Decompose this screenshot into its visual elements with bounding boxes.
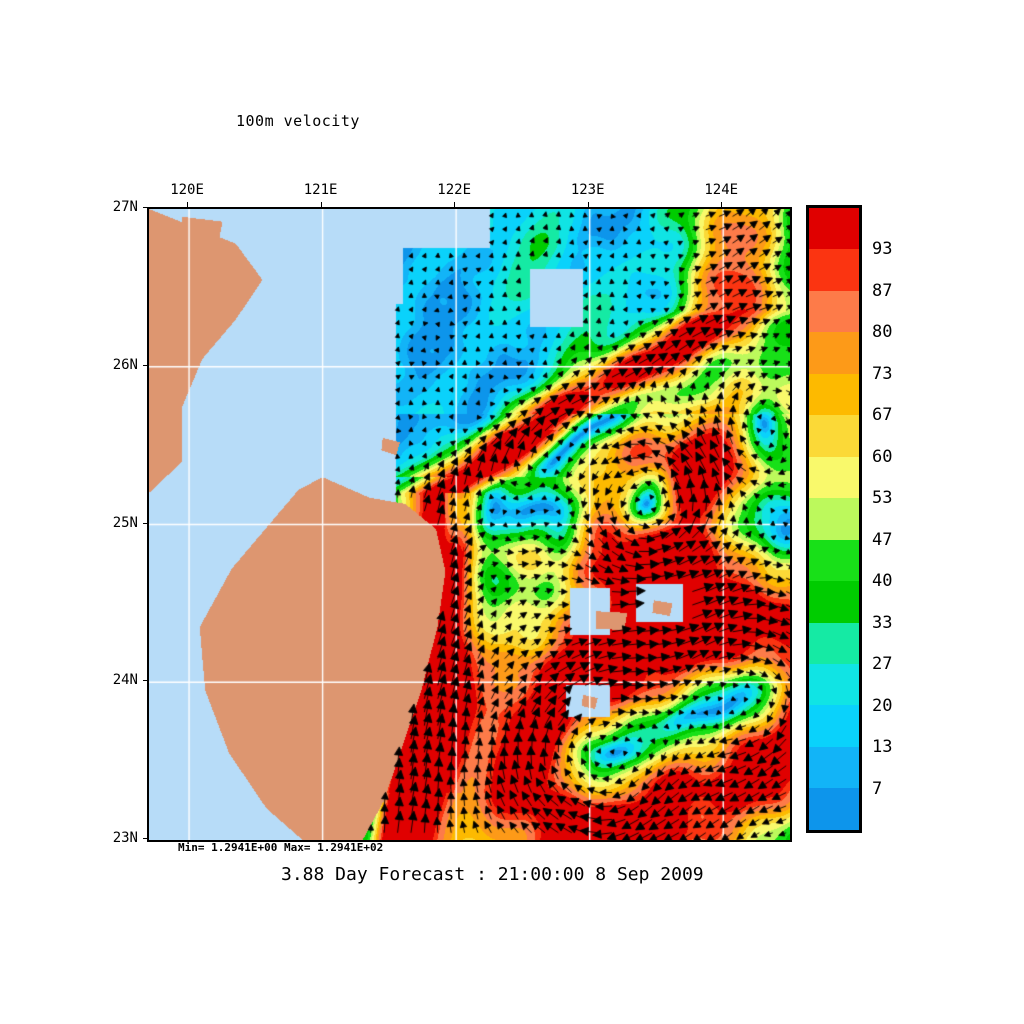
colorbar-label-33: 33 — [872, 612, 893, 633]
forecast-caption: 3.88 Day Forecast : 21:00:00 8 Sep 2009 — [281, 864, 704, 885]
colorbar[interactable] — [806, 205, 862, 833]
map-plot-area[interactable]: 50 cm/s — [147, 207, 792, 842]
colorbar-label-7: 7 — [872, 778, 883, 799]
colorbar-band — [809, 373, 859, 416]
colorbar-label-87: 87 — [872, 280, 893, 301]
colorbar-label-53: 53 — [872, 488, 893, 509]
y-tick-mark — [143, 364, 150, 366]
y-tick-label-23N: 23N — [112, 830, 138, 846]
colorbar-band — [809, 746, 859, 789]
y-tick-label-27N: 27N — [112, 199, 138, 215]
x-tick-mark — [721, 202, 723, 209]
x-tick-label-120E: 120E — [170, 182, 204, 198]
y-tick-mark — [143, 207, 150, 208]
colorbar-label-73: 73 — [872, 363, 893, 384]
y-tick-mark — [143, 522, 150, 524]
colorbar-label-47: 47 — [872, 529, 893, 550]
y-tick-mark — [143, 680, 150, 682]
velocity-field-canvas — [149, 209, 790, 840]
colorbar-label-93: 93 — [872, 239, 893, 260]
y-tick-mark — [143, 838, 150, 839]
colorbar-label-67: 67 — [872, 405, 893, 426]
colorbar-label-60: 60 — [872, 446, 893, 467]
x-tick-label-122E: 122E — [437, 182, 471, 198]
colorbar-band — [809, 249, 859, 291]
x-tick-mark — [187, 202, 189, 209]
y-tick-label-24N: 24N — [112, 672, 138, 689]
colorbar-band — [809, 622, 859, 664]
colorbar-label-20: 20 — [872, 695, 893, 716]
colorbar-label-80: 80 — [872, 322, 893, 343]
colorbar-band — [809, 663, 859, 706]
colorbar-band — [809, 290, 859, 333]
colorbar-band — [809, 456, 859, 499]
x-tick-mark — [587, 202, 589, 209]
x-tick-mark — [454, 202, 456, 209]
colorbar-band — [809, 788, 859, 830]
colorbar-band — [809, 332, 859, 374]
page-title: 100m velocity — [236, 112, 360, 130]
colorbar-label-40: 40 — [872, 571, 893, 592]
x-tick-label-121E: 121E — [303, 182, 338, 198]
colorbar-band — [809, 581, 859, 623]
colorbar-band — [809, 539, 859, 582]
colorbar-label-27: 27 — [872, 654, 893, 675]
minmax-annotation: Min= 1.2941E+00 Max= 1.2941E+02 — [178, 841, 384, 854]
x-tick-label-123E: 123E — [570, 182, 605, 198]
y-tick-label-26N: 26N — [112, 356, 138, 373]
colorbar-band — [809, 705, 859, 747]
colorbar-label-13: 13 — [872, 737, 893, 758]
colorbar-band — [809, 208, 859, 250]
x-tick-label-124E: 124E — [704, 182, 739, 198]
colorbar-band — [809, 498, 859, 540]
colorbar-band — [809, 415, 859, 457]
y-tick-label-25N: 25N — [112, 514, 138, 531]
x-tick-mark — [320, 202, 322, 209]
